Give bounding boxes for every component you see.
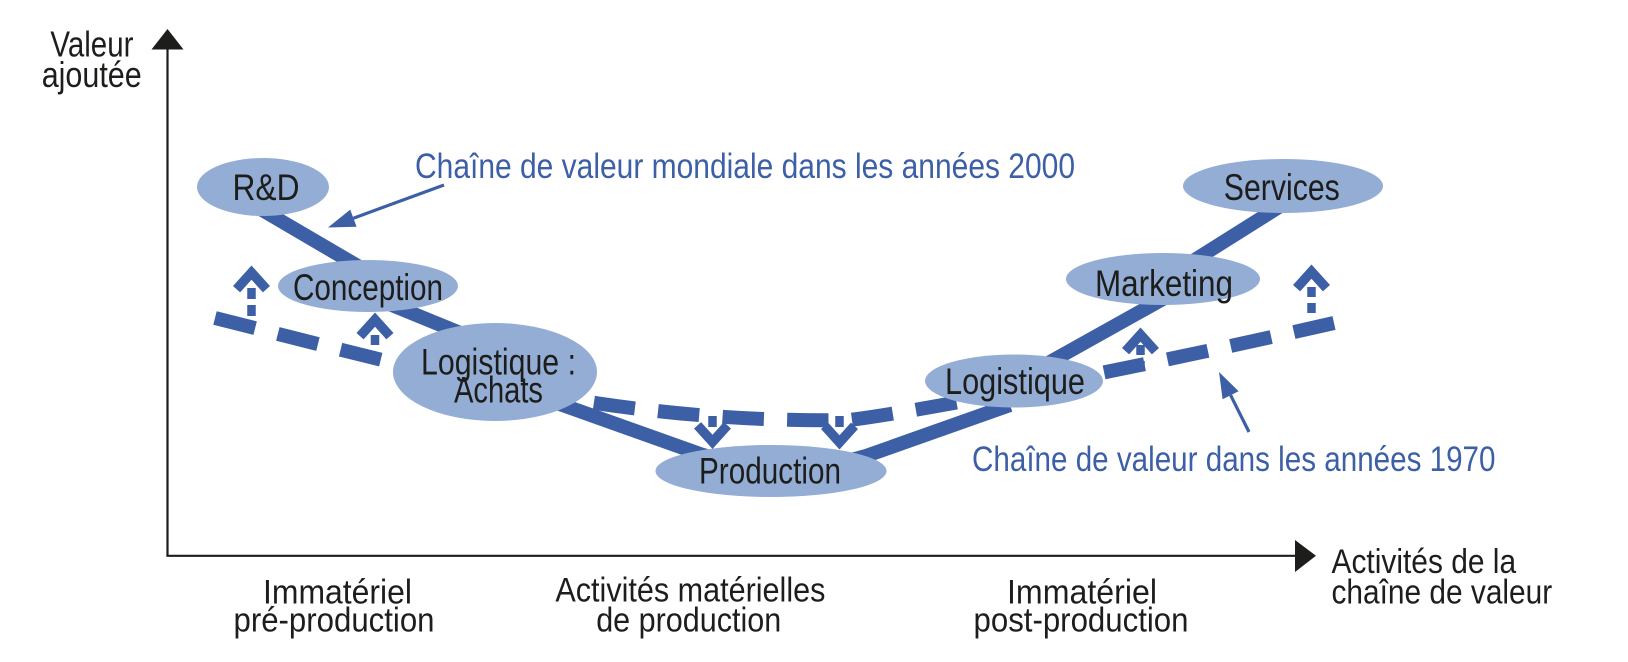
svg-text:Marketing: Marketing — [1095, 263, 1233, 304]
svg-text:Conception: Conception — [293, 267, 443, 308]
svg-text:Production: Production — [699, 451, 841, 492]
svg-text:Logistique: Logistique — [945, 361, 1085, 402]
svg-text:Achats: Achats — [454, 370, 543, 411]
svg-text:Valeur: Valeur — [50, 24, 133, 65]
svg-text:R&D: R&D — [233, 167, 300, 208]
svg-text:Chaîne de valeur mondiale dans: Chaîne de valeur mondiale dans les année… — [415, 147, 1075, 186]
svg-text:post-production: post-production — [974, 602, 1189, 640]
svg-text:Immatériel: Immatériel — [1007, 574, 1157, 612]
svg-text:Activités de la: Activités de la — [1332, 543, 1517, 581]
svg-text:Activités matérielles: Activités matérielles — [555, 572, 825, 610]
svg-text:ajoutée: ajoutée — [42, 54, 142, 95]
svg-text:pré-production: pré-production — [234, 602, 435, 640]
svg-text:Logistique :: Logistique : — [421, 342, 576, 383]
svg-text:Immatériel: Immatériel — [263, 574, 412, 612]
svg-text:Services: Services — [1224, 167, 1340, 208]
svg-text:Chaîne de valeur dans les anné: Chaîne de valeur dans les années 1970 — [972, 440, 1496, 479]
svg-text:de production: de production — [596, 601, 781, 639]
svg-text:chaîne de valeur: chaîne de valeur — [1332, 573, 1553, 611]
